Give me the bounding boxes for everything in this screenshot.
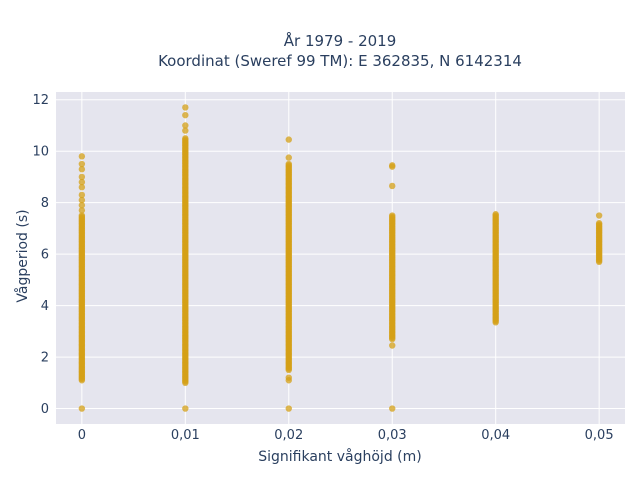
data-points <box>78 104 603 412</box>
data-point <box>595 212 603 219</box>
data-point <box>78 178 86 186</box>
y-tick-label: 12 <box>32 93 49 108</box>
data-point <box>182 405 189 412</box>
x-tick-label: 0,01 <box>171 428 200 443</box>
data-point <box>78 212 86 219</box>
x-axis-label: Signifikant våghöjd (m) <box>258 448 421 465</box>
x-tick-label: 0 <box>78 428 86 443</box>
y-tick-label: 10 <box>32 145 49 160</box>
y-tick-label: 2 <box>41 351 49 366</box>
data-point <box>389 405 396 412</box>
y-tick-label: 8 <box>41 196 49 211</box>
tick-labels: 0 0,01 0,02 0,03 0,04 0,05 0 2 4 6 8 10 12 <box>32 93 613 443</box>
y-tick-label: 4 <box>41 299 49 314</box>
y-tick-label: 0 <box>41 402 49 417</box>
data-point <box>182 127 189 134</box>
chart-title-line1: År 1979 - 2019 <box>284 31 397 50</box>
data-point <box>182 122 189 129</box>
data-point <box>182 104 189 111</box>
x-tick-label: 0,05 <box>585 428 614 443</box>
data-point <box>78 166 86 173</box>
data-point <box>78 405 86 412</box>
data-point <box>78 191 86 199</box>
plot-area <box>56 92 625 424</box>
y-axis-label: Vågperiod (s) <box>14 209 31 302</box>
data-point <box>78 160 86 168</box>
data-point <box>285 374 292 381</box>
data-point <box>285 136 292 143</box>
data-point <box>78 153 86 160</box>
data-point <box>389 162 396 169</box>
data-point <box>285 405 292 412</box>
x-tick-label: 0,03 <box>378 428 407 443</box>
data-point <box>389 182 396 190</box>
data-point <box>285 154 292 161</box>
data-point <box>78 207 86 214</box>
data-point <box>78 184 86 191</box>
data-point <box>595 220 603 227</box>
chart-title-line2: Koordinat (Sweref 99 TM): E 362835, N 61… <box>158 52 522 70</box>
data-point <box>389 342 396 349</box>
data-point <box>182 111 189 119</box>
data-point <box>389 212 396 219</box>
y-tick-label: 6 <box>41 248 49 263</box>
data-point <box>78 196 86 204</box>
data-point <box>182 135 189 142</box>
data-point <box>285 160 292 168</box>
x-tick-label: 0,02 <box>274 428 303 443</box>
data-point <box>78 202 86 209</box>
x-tick-label: 0,04 <box>481 428 510 443</box>
data-point <box>78 173 86 181</box>
data-point <box>492 211 499 218</box>
